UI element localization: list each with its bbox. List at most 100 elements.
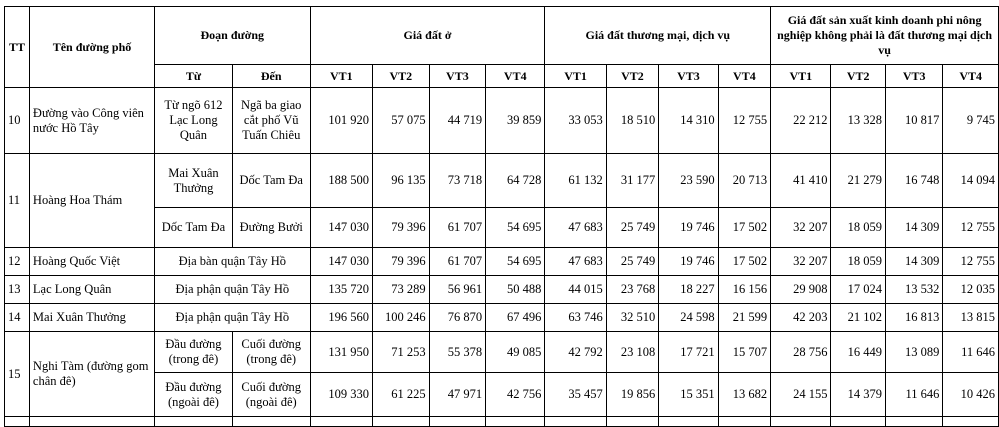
- empty-cell: [428, 416, 487, 427]
- header-vt: VT3: [658, 64, 719, 88]
- price-cell: 11 646: [884, 372, 944, 417]
- price-cell: 14 379: [830, 372, 886, 417]
- empty-cell: [717, 416, 772, 427]
- empty-cell: [485, 416, 546, 427]
- price-cell: 16 156: [717, 275, 772, 304]
- segment-area: Địa phận quận Tây Hồ: [154, 303, 311, 332]
- price-cell: 25 749: [605, 207, 660, 248]
- price-cell: 61 707: [428, 247, 487, 276]
- price-cell: 32 207: [770, 247, 832, 276]
- empty-cell: [231, 416, 311, 427]
- price-cell: 15 707: [717, 331, 772, 373]
- empty-cell: [770, 416, 832, 427]
- price-cell: 14 310: [658, 87, 719, 154]
- price-cell: 17 502: [717, 247, 772, 276]
- header-vt: VT4: [485, 64, 546, 88]
- price-cell: 101 920: [309, 87, 374, 154]
- price-cell: 188 500: [309, 153, 374, 208]
- price-cell: 147 030: [309, 247, 374, 276]
- row-number: 10: [4, 87, 30, 154]
- segment-from: Từ ngõ 612 Lạc Long Quân: [154, 87, 233, 154]
- price-cell: 96 135: [372, 153, 430, 208]
- table-row: 14 Mai Xuân Thưởng Địa phận quận Tây Hồ …: [4, 303, 999, 332]
- price-cell: 79 396: [372, 207, 430, 248]
- segment-area: Địa phận quận Tây Hồ: [154, 275, 311, 304]
- price-cell: 44 015: [544, 275, 607, 304]
- price-cell: 47 683: [544, 247, 607, 276]
- segment-from: Đầu đường (trong đê): [154, 331, 233, 373]
- header-vt: VT2: [605, 64, 660, 88]
- segment-to: Ngã ba giao cắt phố Vũ Tuấn Chiêu: [231, 87, 311, 154]
- empty-cell: [154, 416, 233, 427]
- header-vt: VT4: [717, 64, 772, 88]
- table-row: 11 Hoàng Hoa Thám Mai Xuân Thưởng Dốc Ta…: [4, 153, 999, 248]
- header-commercial-price: Giá đất thương mại, dịch vụ: [544, 6, 772, 65]
- empty-cell: [372, 416, 430, 427]
- table-row: 15 Nghi Tàm (đường gom chân đê) Đầu đườn…: [4, 331, 999, 417]
- price-cell: 12 035: [942, 275, 999, 304]
- price-cell: 76 870: [428, 303, 487, 332]
- price-cell: 19 746: [658, 247, 719, 276]
- segment-from: Mai Xuân Thưởng: [154, 153, 233, 208]
- price-cell: 147 030: [309, 207, 374, 248]
- segment-area: Địa bàn quận Tây Hồ: [154, 247, 311, 276]
- street-name: Nghi Tàm (đường gom chân đê): [28, 331, 156, 417]
- empty-cell: [830, 416, 886, 427]
- price-cell: 55 378: [428, 331, 487, 373]
- price-cell: 21 599: [717, 303, 772, 332]
- empty-cell: [28, 416, 156, 427]
- price-cell: 16 748: [884, 153, 944, 208]
- table-row: 12 Hoàng Quốc Việt Địa bàn quận Tây Hồ 1…: [4, 247, 999, 276]
- segment-from: Đầu đường (ngoài đê): [154, 372, 233, 417]
- price-cell: 16 449: [830, 331, 886, 373]
- header-vt: VT3: [884, 64, 944, 88]
- price-cell: 29 908: [770, 275, 832, 304]
- price-cell: 19 856: [605, 372, 660, 417]
- price-cell: 13 328: [830, 87, 886, 154]
- price-cell: 56 961: [428, 275, 487, 304]
- price-cell: 17 721: [658, 331, 719, 373]
- table-row: Dốc Tam Đa Đường Bưởi 147 030 79 396 61 …: [5, 207, 999, 248]
- price-cell: 18 510: [605, 87, 660, 154]
- empty-cell: [942, 416, 999, 427]
- price-cell: 31 177: [605, 153, 660, 208]
- price-cell: 12 755: [942, 247, 999, 276]
- price-cell: 71 253: [372, 331, 430, 373]
- price-cell: 16 813: [884, 303, 944, 332]
- price-cell: 24 598: [658, 303, 719, 332]
- header-vt: VT1: [770, 64, 832, 88]
- price-cell: 73 718: [428, 153, 487, 208]
- empty-cell: [4, 416, 30, 427]
- price-cell: 50 488: [485, 275, 546, 304]
- price-cell: 23 768: [605, 275, 660, 304]
- price-cell: 24 155: [770, 372, 832, 417]
- price-cell: 35 457: [544, 372, 607, 417]
- header-street-name: Tên đường phố: [28, 6, 156, 88]
- price-cell: 32 510: [605, 303, 660, 332]
- empty-cell: [544, 416, 607, 427]
- price-cell: 9 745: [942, 87, 999, 154]
- price-cell: 17 502: [717, 207, 772, 248]
- segment-to: Đường Bưởi: [231, 207, 311, 248]
- price-cell: 47 971: [428, 372, 487, 417]
- price-cell: 63 746: [544, 303, 607, 332]
- street-name: Hoàng Quốc Việt: [28, 247, 156, 276]
- price-cell: 61 225: [372, 372, 430, 417]
- price-cell: 13 815: [942, 303, 999, 332]
- price-cell: 64 728: [485, 153, 546, 208]
- row-number: 14: [4, 303, 30, 332]
- table-row: Đầu đường (ngoài đê) Cuối đường (ngoài đ…: [5, 372, 999, 417]
- row-number: 11: [4, 153, 30, 248]
- price-cell: 131 950: [309, 331, 374, 373]
- row-number: 12: [4, 247, 30, 276]
- price-cell: 17 024: [830, 275, 886, 304]
- street-name: Đường vào Công viên nước Hồ Tây: [28, 87, 156, 154]
- price-cell: 61 132: [544, 153, 607, 208]
- empty-cell: [884, 416, 944, 427]
- header-vt: VT3: [428, 64, 487, 88]
- price-cell: 15 351: [658, 372, 719, 417]
- segment-to: Dốc Tam Đa: [231, 153, 311, 208]
- price-cell: 32 207: [770, 207, 832, 248]
- price-cell: 13 532: [884, 275, 944, 304]
- price-cell: 79 396: [372, 247, 430, 276]
